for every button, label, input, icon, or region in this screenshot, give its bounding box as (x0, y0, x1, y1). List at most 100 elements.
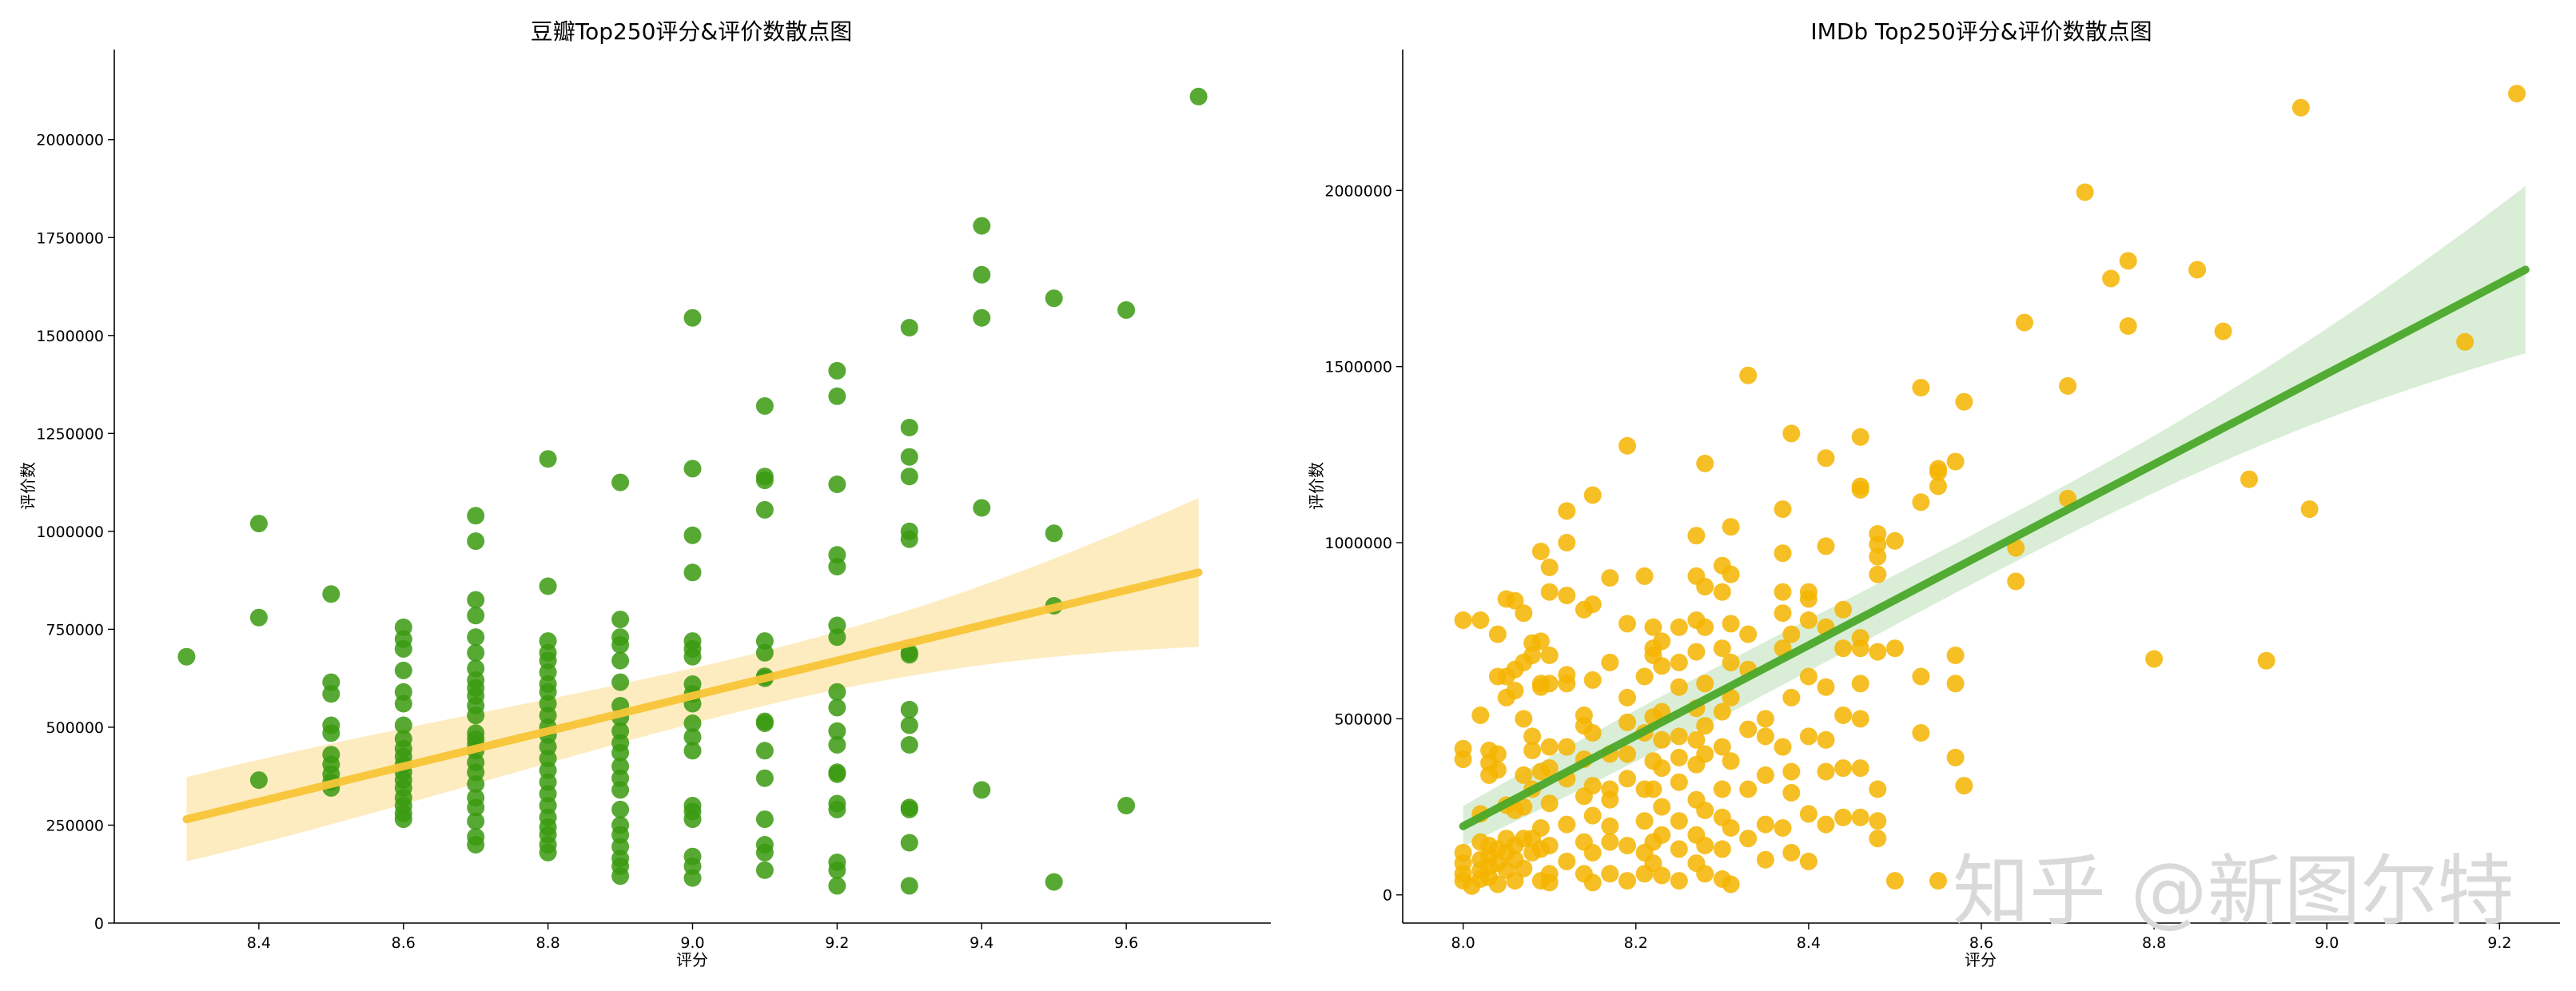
data-point (828, 800, 846, 818)
data-point (1851, 710, 1869, 728)
data-point (467, 591, 485, 609)
data-point (1558, 587, 1576, 605)
data-point (1670, 872, 1688, 890)
data-point (1834, 600, 1853, 619)
x-tick-label: 8.4 (247, 934, 271, 952)
data-point (1618, 713, 1636, 731)
data-point (900, 448, 918, 466)
data-point (1454, 750, 1472, 769)
data-point (1653, 826, 1671, 844)
data-point (828, 877, 846, 895)
data-point (1946, 675, 1965, 693)
data-point (1653, 866, 1671, 885)
data-point (1601, 865, 1619, 883)
data-point (2059, 376, 2077, 395)
data-point (973, 217, 991, 235)
y-tick-label: 2000000 (1324, 182, 1392, 200)
data-point (1722, 752, 1740, 770)
data-point (539, 577, 557, 595)
data-point (1739, 625, 1758, 643)
data-point (1774, 544, 1792, 563)
data-point (973, 781, 991, 799)
data-point (1756, 850, 1774, 869)
data-point (900, 700, 918, 718)
data-point (1523, 742, 1542, 759)
x-tick-label: 8.6 (392, 934, 416, 952)
data-point (1774, 738, 1792, 756)
data-point (1713, 738, 1731, 756)
data-point (611, 636, 630, 654)
data-point (467, 507, 485, 525)
data-point (755, 472, 774, 490)
data-point (1540, 874, 1559, 892)
data-point (1722, 615, 1740, 633)
data-point (1834, 808, 1853, 826)
data-point (1670, 773, 1688, 791)
data-point (1601, 569, 1619, 587)
data-point (1583, 486, 1602, 504)
data-point (1722, 819, 1740, 837)
data-point (1117, 797, 1136, 814)
x-axis-label: 评分 (676, 950, 708, 969)
data-point (1929, 460, 1947, 478)
data-point (755, 861, 774, 879)
data-point (1722, 688, 1740, 706)
data-point (1506, 591, 1524, 610)
data-point (1955, 777, 1973, 795)
data-point (2508, 85, 2526, 103)
data-point (1851, 675, 1869, 693)
data-point (1471, 706, 1490, 724)
data-point (1817, 730, 1835, 749)
data-point (755, 714, 774, 732)
data-point (2102, 269, 2120, 288)
data-point (322, 724, 340, 742)
y-tick-label: 1250000 (36, 425, 104, 443)
data-point (611, 743, 630, 762)
data-point (900, 736, 918, 754)
data-point (1912, 724, 1930, 742)
data-point (1885, 639, 1904, 658)
data-point (467, 798, 485, 817)
y-tick-label: 1000000 (1324, 535, 1392, 552)
chart-title: IMDb Top250评分&评价数散点图 (1810, 18, 2152, 45)
data-point (1799, 727, 1818, 746)
data-point (828, 476, 846, 493)
data-point (683, 460, 702, 478)
data-point (755, 500, 774, 519)
data-point (467, 812, 485, 830)
data-point (1851, 428, 1869, 446)
data-point (1834, 759, 1853, 778)
data-point (611, 800, 630, 818)
data-point (1713, 583, 1731, 601)
y-tick-label: 1000000 (36, 523, 104, 541)
data-point (1523, 647, 1542, 664)
data-point (467, 836, 485, 854)
data-point (1869, 547, 1887, 566)
data-point (1869, 780, 1887, 798)
data-point (394, 694, 412, 713)
data-point (611, 651, 630, 670)
data-point (1782, 843, 1801, 862)
data-point (1756, 766, 1774, 784)
data-point (1756, 727, 1774, 746)
data-point (1558, 675, 1576, 693)
data-point (1653, 632, 1671, 651)
x-tick-label: 8.8 (2142, 934, 2166, 952)
data-point (900, 834, 918, 852)
data-point (1869, 643, 1887, 661)
regression-line (1459, 265, 2530, 830)
data-point (973, 265, 991, 284)
data-point (1635, 567, 1654, 585)
x-tick-label: 8.0 (1451, 934, 1475, 952)
x-tick-label: 8.4 (1797, 934, 1821, 952)
data-point (1531, 632, 1550, 651)
regression-line (182, 568, 1203, 824)
data-point (1670, 618, 1688, 636)
data-point (1583, 843, 1602, 862)
x-tick-label: 9.6 (1114, 934, 1138, 952)
data-point (683, 810, 702, 829)
data-point (1045, 524, 1063, 543)
data-point (1869, 812, 1887, 830)
data-point (1670, 840, 1688, 858)
confidence-band (1463, 185, 2526, 847)
